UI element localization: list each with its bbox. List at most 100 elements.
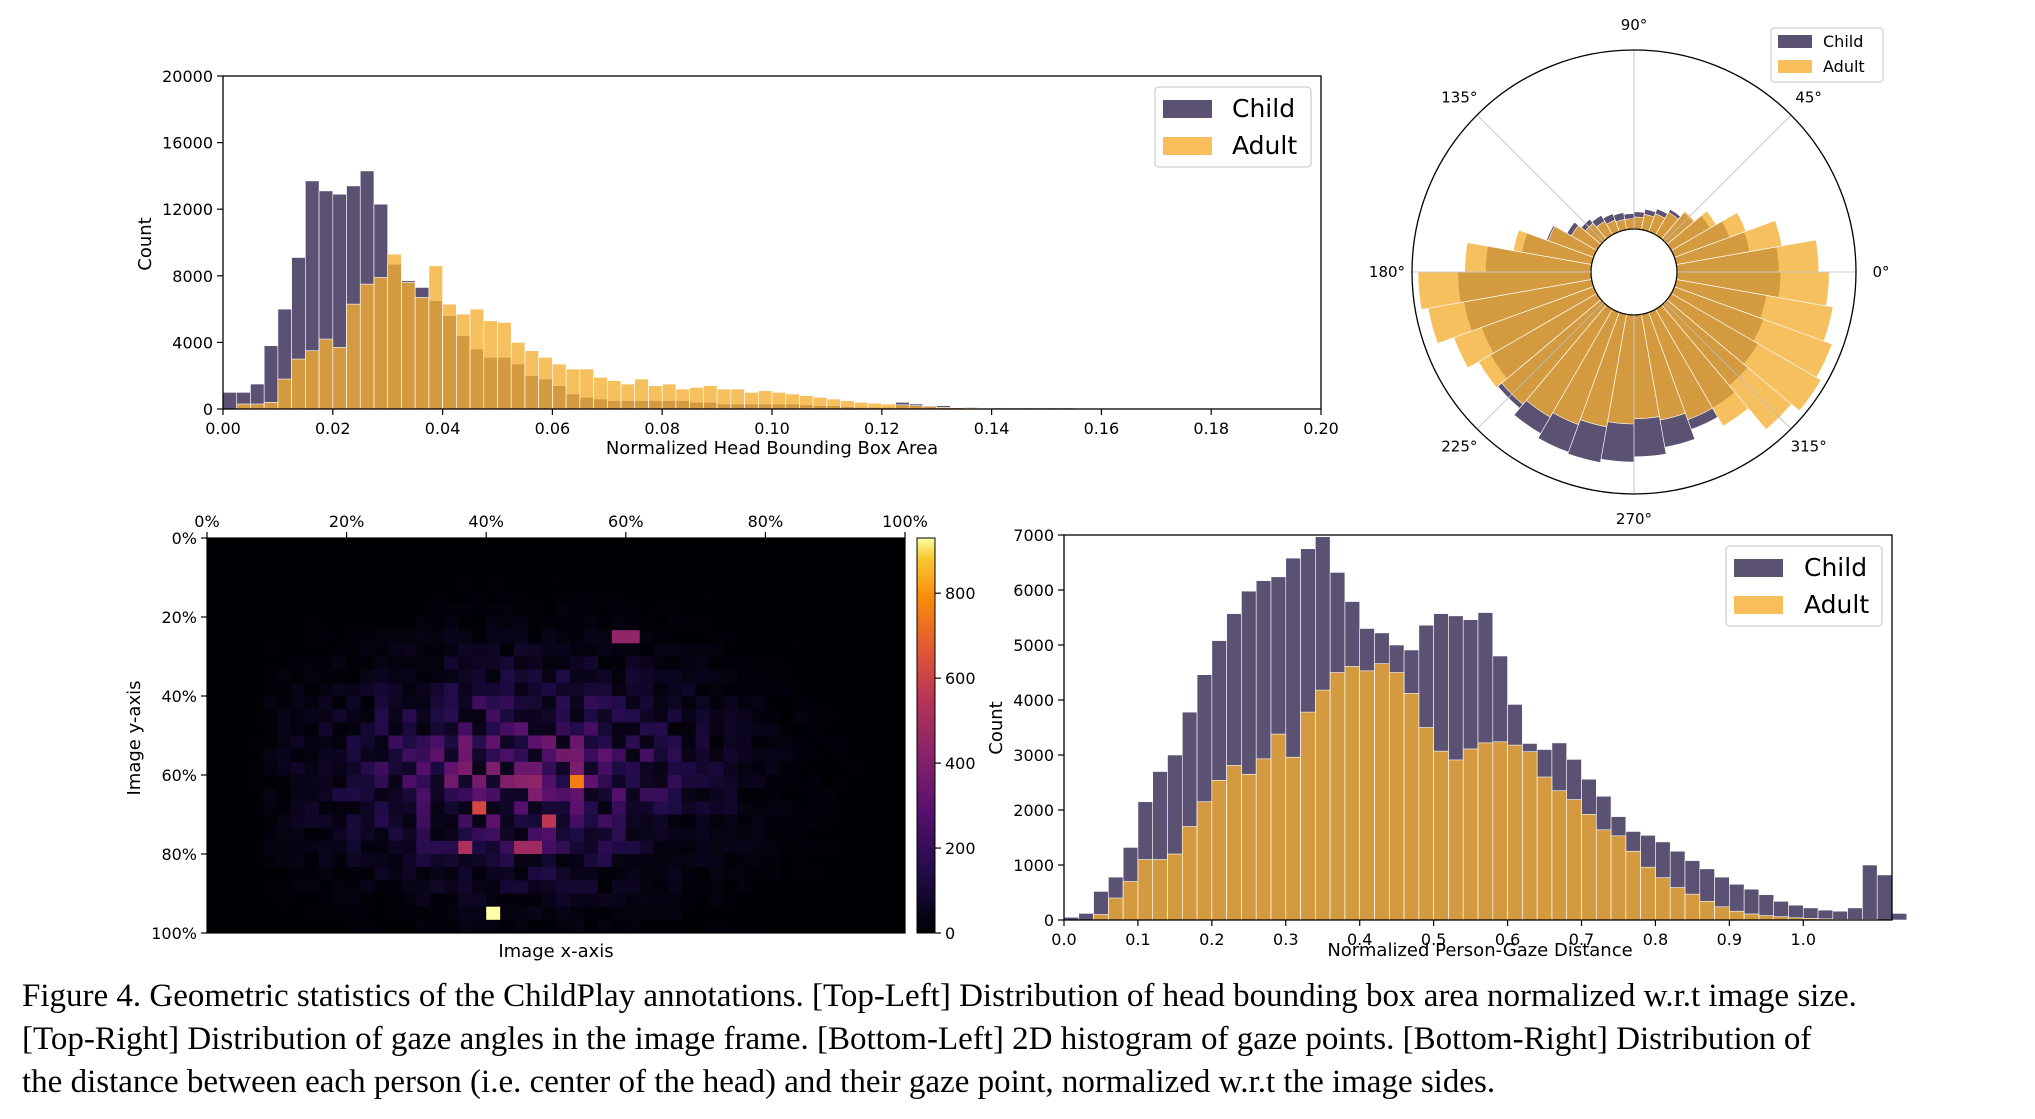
heatmap-cell <box>500 538 515 552</box>
heatmap-cell <box>207 814 222 829</box>
heatmap-cell <box>248 669 264 684</box>
heatmap-cell <box>709 735 724 750</box>
heatmap-cell <box>220 827 236 842</box>
heatmap-cell <box>807 538 822 552</box>
heatmap-cell <box>625 564 641 578</box>
heatmap-cell <box>402 814 417 829</box>
heatmap-cell <box>207 775 222 789</box>
heatmap-cell <box>695 827 710 842</box>
heatmap-cell <box>821 656 836 671</box>
heatmap-cell <box>625 827 641 842</box>
heatmap-cell <box>709 564 724 578</box>
heatmap-cell <box>332 603 347 618</box>
heatmap-cell <box>793 603 808 618</box>
heatmap-cell <box>514 854 529 868</box>
heatmap-cell <box>207 643 222 657</box>
heatmap-cell <box>220 564 236 578</box>
heatmap-cell <box>374 682 389 697</box>
heatmap-cell <box>388 893 403 908</box>
heatmap-cell <box>821 630 836 644</box>
heatmap-cell <box>695 840 710 855</box>
heatmap-cell <box>835 669 850 684</box>
heatmap-cell <box>849 603 864 618</box>
heatmap-cell <box>332 643 347 657</box>
heatmap-cell <box>709 603 724 618</box>
heatmap-cell <box>318 893 334 908</box>
heatmap-cell <box>458 669 473 684</box>
x-tick-label: 0.0 <box>1051 930 1076 949</box>
heatmap-cell <box>374 577 389 592</box>
heatmap-cell <box>737 840 752 855</box>
heatmap-cell <box>416 696 431 710</box>
heatmap-cell <box>863 696 878 710</box>
heatmap-cell <box>653 788 669 802</box>
heatmap-cell <box>625 801 641 815</box>
heatmap-cell <box>779 761 794 776</box>
heatmap-cell <box>625 775 641 789</box>
heatmap-cell <box>877 788 892 802</box>
heatmap-cell <box>583 709 599 723</box>
heatmap-cell <box>625 867 641 881</box>
heatmap-cell <box>207 682 222 697</box>
heatmap-cell <box>458 814 473 829</box>
heatmap-cell <box>556 761 571 776</box>
heatmap-cell <box>779 919 794 934</box>
heatmap-cell <box>849 867 864 881</box>
heatmap-cell <box>542 827 557 842</box>
heatmap-cell <box>472 748 487 763</box>
adult-bar <box>1640 866 1656 921</box>
heatmap-cell <box>290 696 306 710</box>
heatmap-cell <box>220 643 236 657</box>
heatmap-cell <box>639 696 655 710</box>
y-tick-label: 4000 <box>172 333 213 352</box>
heatmap-cell <box>849 564 864 578</box>
heatmap-cell <box>234 603 250 618</box>
heatmap-cell <box>388 840 403 855</box>
heatmap-cell <box>877 880 892 894</box>
heatmap-cell <box>472 919 487 934</box>
heatmap-cell <box>556 722 571 736</box>
heatmap-cell <box>207 854 222 868</box>
adult-bar <box>703 385 718 410</box>
heatmap-cell <box>723 617 738 631</box>
heatmap-cell <box>807 761 822 776</box>
heatmap-cell <box>444 801 459 815</box>
heatmap-cell <box>290 617 306 631</box>
heatmap-cell <box>528 669 543 684</box>
heatmap-cell <box>653 775 669 789</box>
heatmap-cell <box>695 788 710 802</box>
heatmap-cell <box>262 919 278 934</box>
heatmap-cell <box>863 709 878 723</box>
heatmap-cell <box>667 919 683 934</box>
heatmap-cell <box>681 867 696 881</box>
heatmap-cell <box>821 854 836 868</box>
heatmap-cell <box>625 682 641 697</box>
heatmap-cell <box>835 801 850 815</box>
heatmap-cell <box>597 590 613 605</box>
heatmap-cell <box>290 564 306 578</box>
heatmap-cell <box>709 893 724 908</box>
heatmap-cell <box>723 801 738 815</box>
y-tick-label: 8000 <box>172 267 213 286</box>
heatmap-cell <box>681 893 696 908</box>
heatmap-cell <box>416 643 431 657</box>
heatmap-cell <box>667 590 683 605</box>
heatmap-cell <box>611 603 627 618</box>
heatmap-cell <box>472 603 487 618</box>
heatmap-cell <box>430 893 445 908</box>
polar-angle-label: 180° <box>1369 263 1405 281</box>
heatmap-cell <box>639 722 655 736</box>
heatmap-cell <box>835 577 850 592</box>
heatmap-cell <box>556 630 571 644</box>
heatmap-cell <box>290 656 306 671</box>
heatmap-cell <box>458 643 473 657</box>
heatmap-cell <box>891 788 906 802</box>
heatmap-cell <box>514 748 529 763</box>
heatmap-cell <box>569 788 585 802</box>
heatmap-cell <box>304 722 320 736</box>
heatmap-cell <box>639 814 655 829</box>
heatmap-cell <box>653 617 669 631</box>
heatmap-cell <box>304 801 320 815</box>
heatmap-cell <box>793 880 808 894</box>
heatmap-cell <box>765 538 780 552</box>
